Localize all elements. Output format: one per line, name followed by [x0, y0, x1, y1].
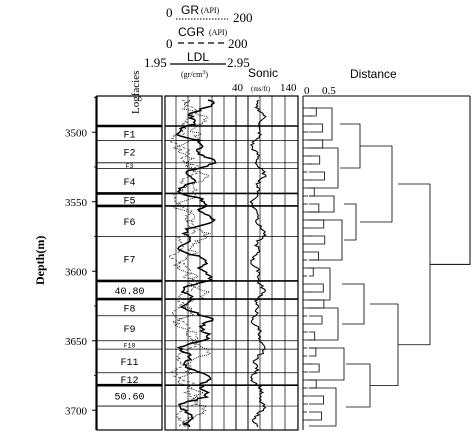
ldl-label: LDL	[187, 50, 209, 64]
dendrogram-branch	[309, 379, 317, 389]
facies-label: 50.60	[114, 393, 144, 404]
dendrogram-branch	[309, 347, 317, 357]
ldl-unit: (gr/cm3)	[181, 70, 208, 79]
dendrogram-branch	[309, 147, 339, 189]
ldl-curve	[175, 99, 217, 428]
sonic-max: 140	[280, 82, 297, 94]
facies-label: F4	[123, 178, 135, 189]
distance-tick-0: 0	[304, 85, 310, 97]
depth-axis-label: Depth(m)	[33, 236, 47, 285]
depth-ticks: 3500 3550 3600 3650 3700	[65, 97, 96, 417]
dendrogram-branch	[309, 299, 325, 309]
dendrogram-branch	[340, 123, 361, 169]
sonic-min: 40	[232, 82, 244, 94]
facies-label: F9	[123, 325, 135, 336]
gr-unit: (API)	[201, 6, 220, 15]
logfacies-column: F1 F2 F3 F4 F5 F6 F7 40.80 F8 F9 F10 F11 F12 50.60	[96, 95, 163, 431]
depth-axis: 3500 3550 3600 3650 3700	[65, 96, 97, 430]
dendrogram-branch	[309, 187, 315, 197]
dendrogram-branch	[344, 203, 357, 241]
logfacies-title: Logfacies	[130, 71, 142, 114]
depth-tick-label: 3700	[65, 405, 88, 417]
gr-max: 200	[233, 10, 253, 25]
dendrogram-branch	[309, 387, 337, 427]
cgr-unit: (API)	[209, 28, 228, 37]
sonic-label: Sonic	[248, 66, 278, 80]
distance-tick-1: 0.5	[322, 85, 336, 97]
facies-label: F2	[123, 149, 135, 160]
facies-label: F12	[120, 376, 138, 387]
dendrogram-branch	[309, 251, 319, 261]
cgr-min: 0	[166, 36, 173, 51]
track-grid	[164, 95, 299, 431]
dendrogram-branch	[309, 395, 324, 405]
depth-tick-label: 3500	[65, 127, 88, 139]
log-tracks	[164, 95, 299, 431]
dendrogram-branch	[309, 123, 324, 133]
sonic-unit: (ms/ft)	[251, 85, 271, 93]
cluster-dendrogram	[302, 95, 471, 430]
dendrogram-branch	[309, 107, 333, 141]
logfacies-frame	[96, 95, 163, 431]
depth-tick-label: 3550	[65, 197, 88, 209]
dendrogram-branch	[309, 331, 316, 341]
dendrogram-branch	[309, 307, 339, 341]
facies-label: F7	[123, 256, 135, 267]
facies-label: F3	[126, 163, 134, 170]
facies-label: F8	[123, 304, 135, 315]
gr-label: GR	[181, 3, 199, 17]
dendrogram-branch	[309, 363, 320, 373]
cgr-max: 200	[228, 36, 248, 51]
facies-label: 40.80	[114, 287, 144, 298]
dendrogram-branch	[309, 267, 331, 301]
dendrogram-branch	[309, 219, 343, 261]
dendrogram-branch	[309, 235, 326, 245]
distance-title: Distance	[350, 67, 397, 81]
gr-min: 0	[166, 5, 173, 20]
dendrogram-branch	[342, 283, 365, 325]
dendrogram-branch	[346, 363, 371, 408]
dendrogram-branch	[309, 267, 314, 277]
dendrogram-branch	[309, 315, 323, 325]
dendrogram-branch	[370, 303, 399, 386]
facies-label: F11	[120, 358, 138, 369]
dendrogram-branch	[360, 145, 393, 223]
facies-label: F6	[123, 218, 135, 229]
dendrogram-branch	[309, 195, 335, 213]
ldl-min: 1.95	[144, 55, 167, 70]
depth-tick-label: 3650	[65, 336, 88, 348]
tracks-frame	[164, 95, 299, 431]
dendrogram-branch	[309, 171, 325, 181]
dendrogram-branch	[309, 203, 320, 213]
dendrogram-branch	[309, 107, 317, 117]
dendrogram-root	[430, 96, 471, 265]
gr-curve	[171, 99, 212, 428]
dendrogram-branch	[309, 139, 324, 149]
ldl-max: 2.95	[227, 55, 250, 70]
facies-label: F1	[123, 130, 135, 141]
dendrogram-branch	[309, 411, 322, 421]
depth-tick-label: 3600	[65, 266, 88, 278]
dendrogram-branch	[398, 183, 431, 346]
cgr-curve	[168, 99, 202, 428]
legend: 0 GR (API) 200 CGR (API) 0 200 LDL 1.95 …	[144, 3, 297, 94]
dendrogram-branch	[309, 347, 345, 381]
dendrogram-branch	[309, 219, 325, 229]
dendrogram-branch	[309, 155, 321, 165]
dendrogram-branch	[309, 283, 324, 293]
facies-label: F5	[123, 197, 135, 208]
sonic-curve	[249, 99, 267, 427]
facies-label: F10	[124, 342, 136, 349]
cgr-label: CGR	[178, 25, 205, 39]
